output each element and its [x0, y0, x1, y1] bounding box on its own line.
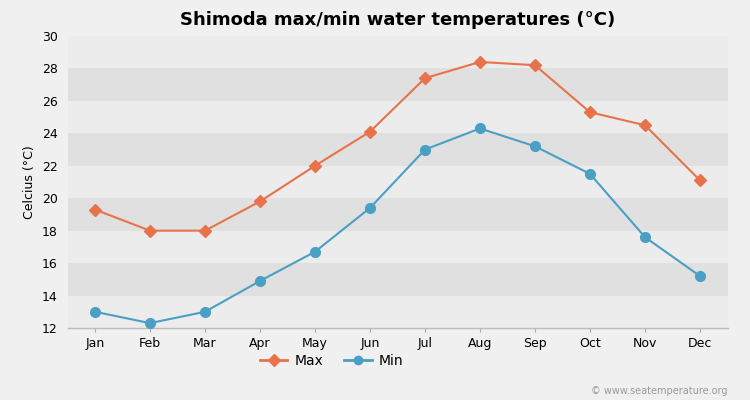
Max	[256, 199, 265, 204]
Max	[586, 110, 595, 115]
Max	[695, 178, 704, 183]
Title: Shimoda max/min water temperatures (°C): Shimoda max/min water temperatures (°C)	[180, 11, 615, 29]
Legend: Max, Min: Max, Min	[254, 348, 409, 374]
Min	[640, 235, 650, 240]
Min	[256, 278, 265, 283]
Min	[695, 274, 704, 278]
Bar	[68, 133, 728, 166]
Max	[365, 129, 374, 134]
Min	[200, 309, 209, 314]
Bar	[68, 231, 728, 263]
Max	[310, 163, 320, 168]
Min	[476, 126, 484, 131]
Min	[365, 206, 374, 210]
Bar	[68, 68, 728, 101]
Text: © www.seatemperature.org: © www.seatemperature.org	[591, 386, 728, 396]
Bar	[68, 263, 728, 296]
Min	[91, 309, 100, 314]
Bar	[68, 36, 728, 68]
Min	[421, 147, 430, 152]
Y-axis label: Celcius (°C): Celcius (°C)	[23, 145, 36, 219]
Bar	[68, 296, 728, 328]
Max	[146, 228, 154, 233]
Bar	[68, 101, 728, 133]
Max	[476, 60, 484, 64]
Bar	[68, 198, 728, 231]
Bar	[68, 166, 728, 198]
Max	[200, 228, 209, 233]
Max	[530, 63, 539, 68]
Min	[310, 249, 320, 254]
Max	[640, 123, 650, 128]
Max	[91, 207, 100, 212]
Min	[586, 172, 595, 176]
Min	[530, 144, 539, 149]
Min	[146, 321, 154, 326]
Line: Max: Max	[91, 58, 704, 235]
Max	[421, 76, 430, 80]
Line: Min: Min	[90, 124, 705, 328]
